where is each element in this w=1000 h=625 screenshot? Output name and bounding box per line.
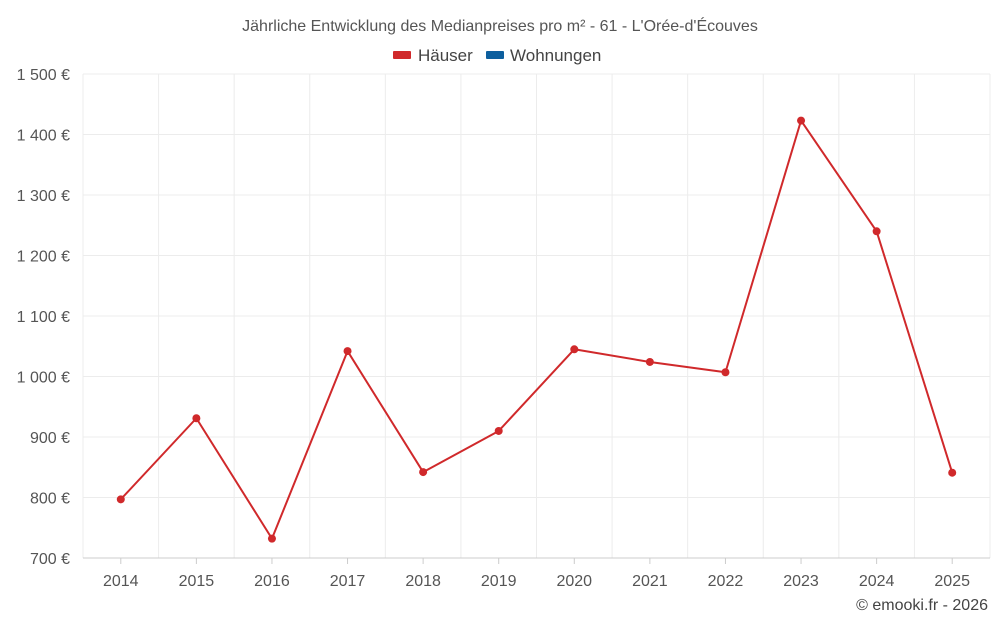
series-line-häuser	[120, 119, 954, 540]
y-tick-label: 1 400 €	[17, 128, 70, 145]
y-tick-label: 1 300 €	[17, 188, 70, 205]
x-tick-label: 2018	[405, 573, 441, 590]
x-tick-label: 2017	[330, 573, 366, 590]
series-layer	[116, 116, 957, 543]
legend-label-wohnungen: Wohnungen	[510, 46, 601, 65]
x-tick-label: 2020	[556, 573, 592, 590]
data-point	[570, 345, 579, 354]
legend-swatch-wohnungen	[486, 51, 504, 59]
y-tick-label: 1 100 €	[17, 309, 70, 326]
legend: Häuser Wohnungen	[393, 46, 601, 65]
x-tick-label: 2022	[708, 573, 744, 590]
data-point	[267, 534, 276, 543]
x-tick-label: 2021	[632, 573, 668, 590]
data-point	[192, 414, 201, 423]
y-tick-label: 1 500 €	[17, 67, 70, 84]
data-point	[419, 468, 428, 477]
x-tick-label: 2024	[859, 573, 895, 590]
y-tick-label: 1 200 €	[17, 249, 70, 266]
data-point	[948, 468, 957, 477]
credit-text: © emooki.fr - 2026	[856, 597, 988, 614]
data-point	[494, 426, 503, 435]
x-tick-label: 2025	[934, 573, 970, 590]
data-point	[116, 495, 125, 504]
data-point	[343, 347, 352, 356]
x-tick-label: 2016	[254, 573, 290, 590]
data-point	[872, 227, 881, 236]
legend-label-häuser: Häuser	[418, 46, 473, 65]
y-tick-label: 1 000 €	[17, 370, 70, 387]
data-point	[645, 357, 654, 366]
chart-title: Jährliche Entwicklung des Medianpreises …	[242, 16, 758, 35]
y-tick-label: 900 €	[30, 430, 70, 447]
x-tick-label: 2015	[179, 573, 215, 590]
axes: 700 € 800 € 900 € 1 000 € 1 100 € 1 200 € 1 30…	[17, 67, 990, 590]
data-point	[721, 368, 730, 377]
x-tick-label: 2019	[481, 573, 517, 590]
x-tick-label: 2023	[783, 573, 819, 590]
grid	[82, 73, 991, 558]
x-tick-label: 2014	[103, 573, 139, 590]
y-tick-label: 800 €	[30, 491, 70, 508]
y-tick-label: 700 €	[30, 551, 70, 568]
legend-swatch-häuser	[393, 51, 411, 59]
data-point	[797, 116, 806, 125]
